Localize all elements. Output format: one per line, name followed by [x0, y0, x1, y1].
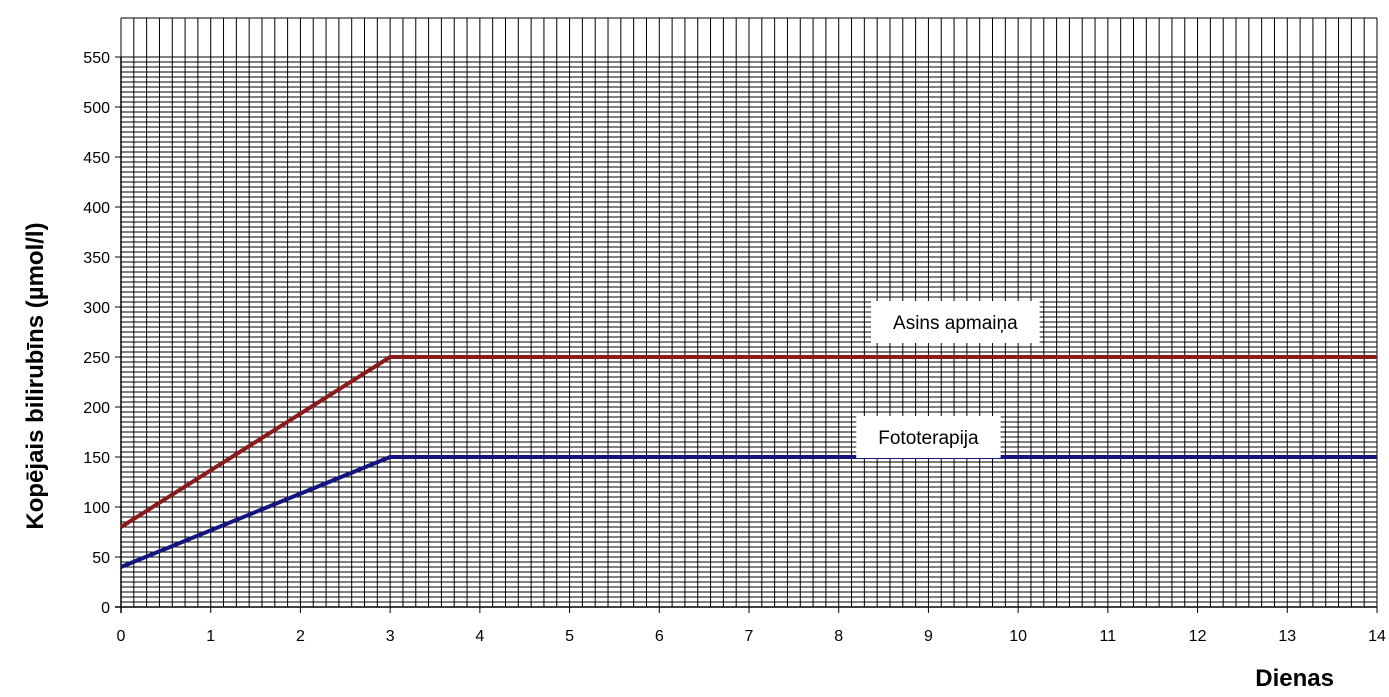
y-tick-label: 500: [83, 100, 110, 117]
chart-axes: [115, 56, 1378, 613]
chart-series: [119, 355, 1377, 569]
x-tick-label: 11: [1100, 628, 1117, 645]
y-tick-label: 450: [83, 150, 110, 167]
y-axis-title: Kopējais bilirubīns (µmol/l): [22, 222, 49, 529]
chart-grid: [120, 17, 1378, 608]
chart-annotations: Asins apmaiņa Fototerapija: [856, 301, 1040, 458]
y-tick-label: 550: [83, 50, 110, 67]
y-tick-label: 0: [101, 600, 110, 617]
x-tick-label: 4: [475, 628, 484, 645]
x-tick-label: 3: [386, 628, 395, 645]
series-line-fototerapija: [120, 455, 1377, 569]
x-tick-label: 1: [206, 628, 215, 645]
x-tick-label: 7: [745, 628, 754, 645]
annotation-fototerapija: Fototerapija: [878, 428, 979, 449]
x-tick-label: 5: [565, 628, 574, 645]
x-tick-label: 9: [924, 628, 933, 645]
x-axis-title: Dienas: [1255, 665, 1334, 692]
annotation-box: [856, 416, 1001, 458]
y-tick-label: 150: [83, 450, 110, 467]
annotation-asins-apmaina: Asins apmaiņa: [893, 313, 1018, 334]
y-tick-label: 400: [83, 200, 110, 217]
x-tick-label: 0: [117, 628, 126, 645]
y-tick-label: 50: [92, 550, 110, 567]
x-tick-label: 8: [834, 628, 843, 645]
x-tick-label: 10: [1009, 628, 1027, 645]
x-tick-label: 2: [296, 628, 305, 645]
y-tick-label: 100: [83, 500, 110, 517]
x-tick-label: 12: [1189, 628, 1207, 645]
y-tick-label: 350: [83, 250, 110, 267]
annotation-box: [871, 301, 1040, 343]
y-tick-label: 300: [83, 300, 110, 317]
x-tick-label: 14: [1368, 628, 1386, 645]
y-tick-label: 250: [83, 350, 110, 367]
series-line-asins-apmaina: [119, 355, 1377, 529]
x-tick-label: 13: [1278, 628, 1296, 645]
x-tick-label: 6: [655, 628, 664, 645]
y-tick-label: 200: [83, 400, 110, 417]
